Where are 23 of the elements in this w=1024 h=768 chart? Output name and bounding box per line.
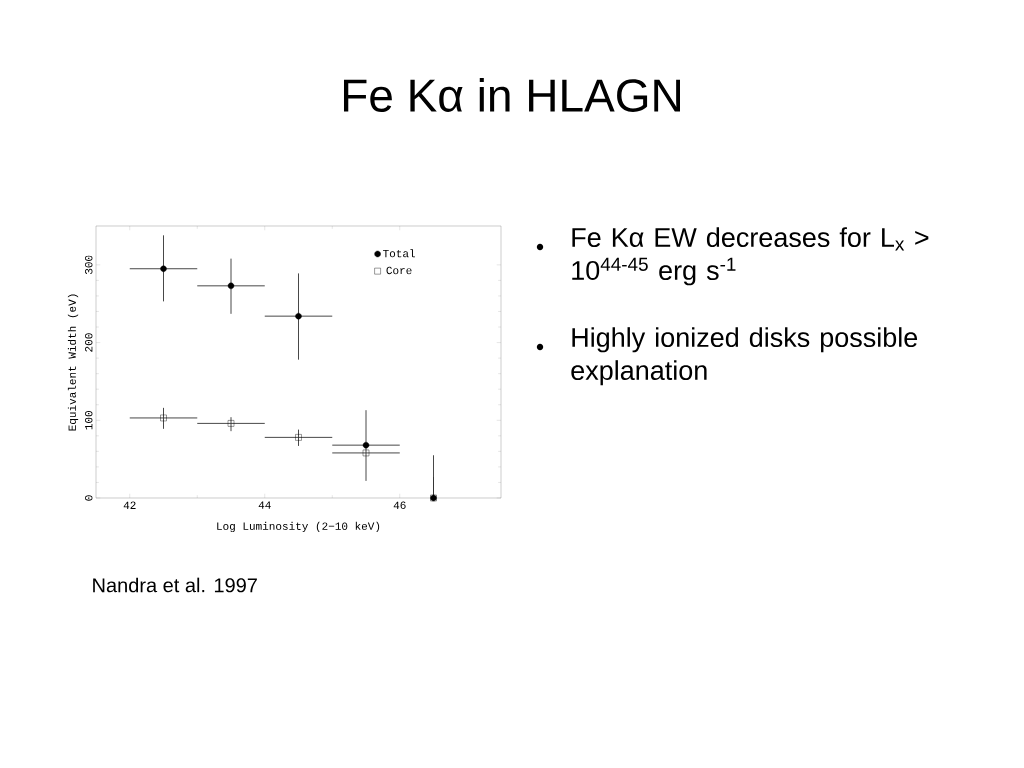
x-axis-title: Log Luminosity (2−10 keV) bbox=[217, 521, 380, 533]
y-tick-label: 300 bbox=[85, 255, 93, 275]
point bbox=[227, 282, 235, 290]
y-axis-title: Equivalent Width (eV) bbox=[67, 294, 79, 431]
text: Nandra et al. 1997 bbox=[93, 577, 257, 593]
point bbox=[160, 414, 167, 422]
point bbox=[227, 420, 235, 427]
legend-label: Core bbox=[386, 266, 412, 275]
legend-label: Total bbox=[383, 249, 415, 258]
x-tick-label: 46 bbox=[393, 501, 406, 509]
x-tick-label: 42 bbox=[123, 501, 136, 509]
y-tick-label: 0 bbox=[85, 495, 93, 501]
point bbox=[362, 449, 370, 457]
chart-title: Fe Kα in HLAGN bbox=[343, 78, 680, 112]
point bbox=[295, 434, 302, 441]
y-tick-label: 100 bbox=[85, 411, 93, 430]
text: Fe Kα EW decreases for L$_{x}$ > 10$^{44-45}$ erg s$^{-1}$ bbox=[572, 227, 929, 286]
point bbox=[362, 441, 370, 449]
x-tick-label: 44 bbox=[258, 501, 271, 509]
point bbox=[160, 265, 167, 272]
y-tick-label: 200 bbox=[85, 333, 93, 352]
point bbox=[295, 312, 302, 320]
text: Highly ionized disks possible explanation bbox=[571, 327, 918, 386]
